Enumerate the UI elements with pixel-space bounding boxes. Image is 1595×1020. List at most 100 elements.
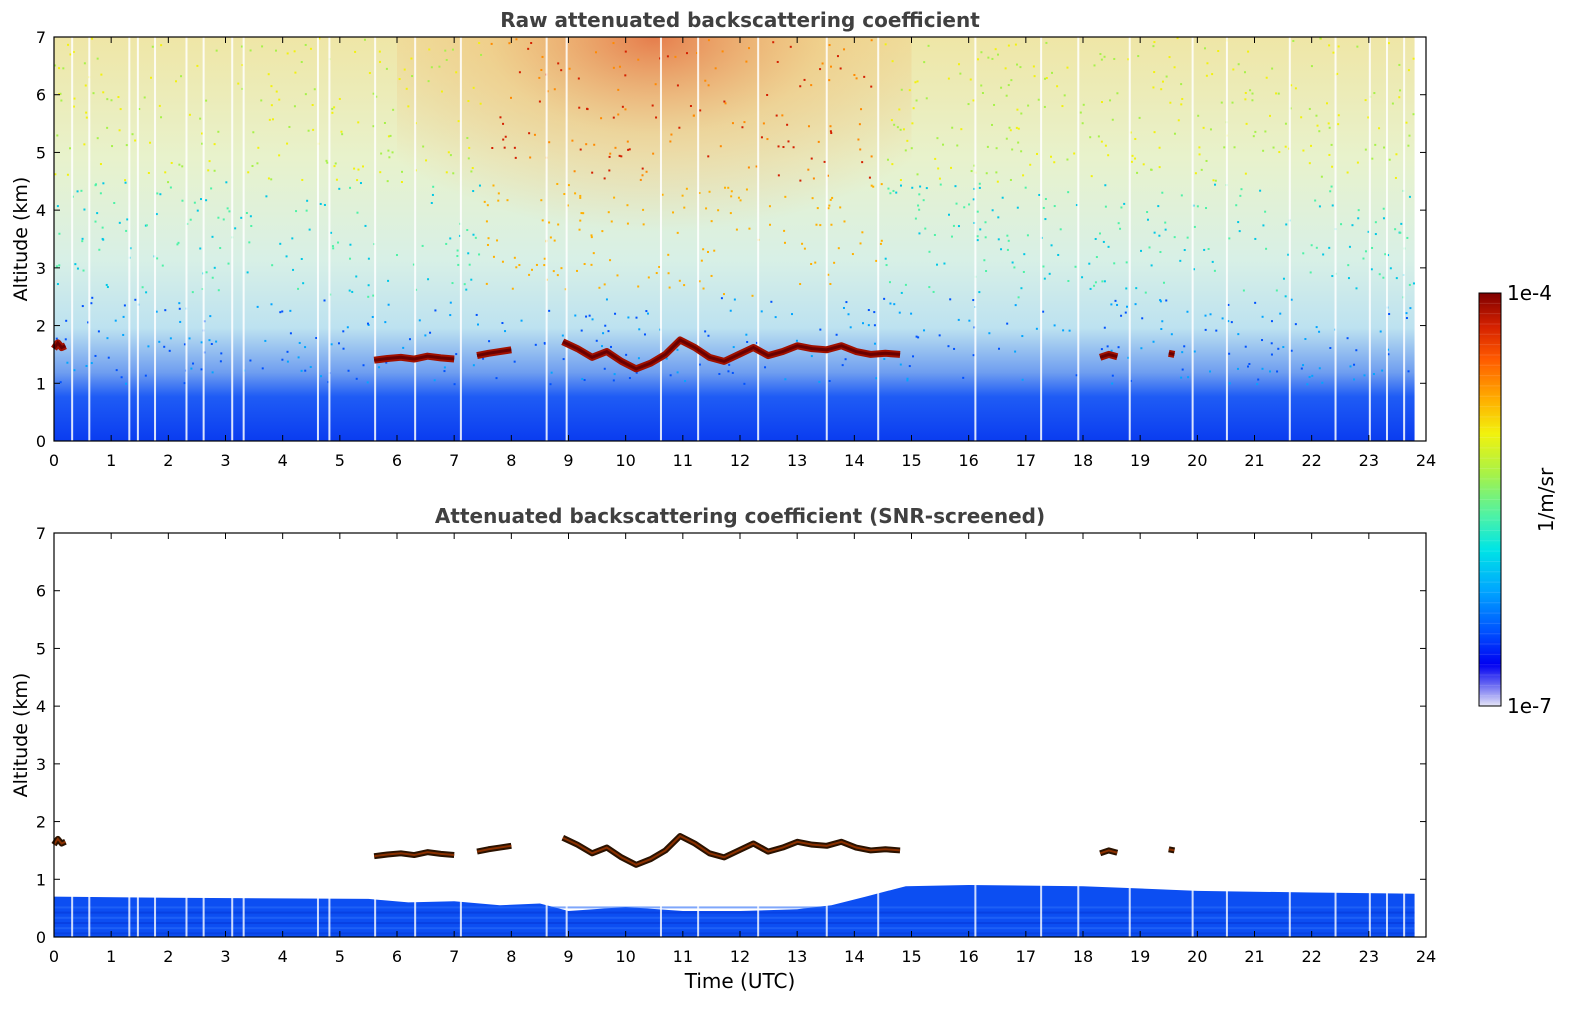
data-gap-line	[1288, 885, 1291, 937]
noise-speck	[386, 180, 389, 183]
snr-screened-panel: Attenuated backscattering coefficient (S…	[10, 504, 1436, 993]
noise-speck	[969, 78, 972, 81]
noise-speck	[732, 346, 735, 349]
raw-backscatter-panel: Raw attenuated backscattering coefficien…	[10, 8, 1436, 470]
noise-speck	[156, 192, 159, 195]
data-gap-line	[316, 885, 319, 937]
noise-speck	[904, 283, 907, 286]
noise-speck	[1016, 206, 1019, 209]
cloud-layer-core	[374, 851, 455, 858]
x-tick-label: 2	[163, 451, 173, 470]
noise-speck	[760, 136, 763, 139]
noise-speck	[968, 319, 971, 322]
noise-speck	[1318, 330, 1321, 333]
noise-speck	[618, 65, 621, 68]
noise-speck	[821, 62, 824, 65]
noise-speck	[1103, 55, 1106, 58]
noise-speck	[96, 57, 99, 60]
data-gap-line	[659, 885, 662, 937]
noise-speck	[515, 266, 518, 269]
noise-speck	[1165, 75, 1168, 78]
noise-speck	[471, 167, 474, 170]
noise-speck	[549, 383, 552, 386]
noise-speck	[320, 375, 323, 378]
noise-speck	[635, 316, 638, 319]
data-gap-line	[154, 37, 157, 441]
noise-speck	[285, 255, 288, 258]
noise-speck	[106, 337, 109, 340]
noise-speck	[534, 343, 537, 346]
noise-speck	[124, 179, 127, 182]
noise-speck	[286, 350, 289, 353]
noise-speck	[678, 279, 681, 282]
noise-speck	[567, 184, 570, 187]
noise-speck	[1051, 71, 1054, 74]
noise-speck	[257, 146, 260, 149]
noise-speck	[730, 195, 733, 198]
noise-speck	[1023, 253, 1026, 256]
noise-speck	[1248, 362, 1251, 365]
noise-speck	[672, 211, 675, 214]
noise-speck	[883, 358, 886, 361]
x-tick-label: 6	[392, 451, 402, 470]
noise-speck	[972, 354, 975, 357]
noise-speck	[1230, 321, 1233, 324]
noise-speck	[862, 322, 864, 325]
noise-speck	[470, 278, 473, 281]
noise-speck	[676, 231, 679, 234]
noise-speck	[614, 312, 617, 315]
noise-speck	[573, 170, 576, 173]
noise-speck	[83, 143, 86, 146]
noise-speck	[950, 166, 953, 169]
noise-speck	[91, 296, 94, 299]
data-gap-line	[565, 37, 568, 441]
noise-speck	[1367, 116, 1370, 119]
noise-speck	[1159, 299, 1162, 302]
noise-speck	[533, 133, 536, 136]
noise-speck	[118, 129, 121, 132]
noise-speck	[501, 322, 504, 325]
noise-speck	[1111, 374, 1114, 377]
panel2-ylabel: Altitude (km)	[10, 673, 32, 798]
noise-speck	[54, 64, 57, 67]
noise-speck	[1383, 146, 1386, 149]
noise-speck	[82, 269, 85, 272]
noise-speck	[828, 79, 831, 82]
noise-speck	[268, 118, 271, 121]
noise-speck	[102, 91, 105, 94]
x-tick-label: 23	[1359, 451, 1379, 470]
noise-speck	[1161, 320, 1164, 323]
noise-speck	[323, 203, 326, 206]
noise-speck	[666, 55, 669, 58]
noise-speck	[1020, 150, 1023, 153]
noise-speck	[745, 333, 748, 336]
noise-speck	[1008, 126, 1011, 129]
noise-speck	[247, 171, 250, 174]
noise-speck	[1405, 121, 1408, 124]
cloud-layer-core	[1168, 848, 1175, 852]
noise-speck	[1110, 303, 1113, 306]
noise-speck	[719, 145, 722, 148]
noise-speck	[456, 249, 459, 252]
noise-speck	[361, 165, 364, 168]
noise-speck	[1170, 333, 1173, 336]
noise-speck	[829, 282, 832, 285]
noise-speck	[249, 215, 252, 218]
noise-speck	[1265, 76, 1268, 79]
noise-speck	[835, 333, 838, 336]
noise-speck	[449, 237, 452, 240]
noise-speck	[1177, 119, 1180, 122]
noise-speck	[568, 67, 571, 70]
noise-speck	[936, 263, 939, 266]
noise-speck	[1391, 102, 1394, 105]
noise-speck	[972, 198, 975, 201]
noise-speck	[359, 182, 362, 185]
noise-speck	[590, 234, 593, 237]
noise-speck	[1109, 99, 1112, 102]
noise-speck	[1107, 245, 1110, 248]
noise-speck	[1113, 57, 1116, 60]
noise-speck	[518, 264, 521, 267]
noise-speck	[466, 136, 469, 139]
noise-speck	[1066, 158, 1069, 161]
noise-speck	[1322, 253, 1325, 256]
